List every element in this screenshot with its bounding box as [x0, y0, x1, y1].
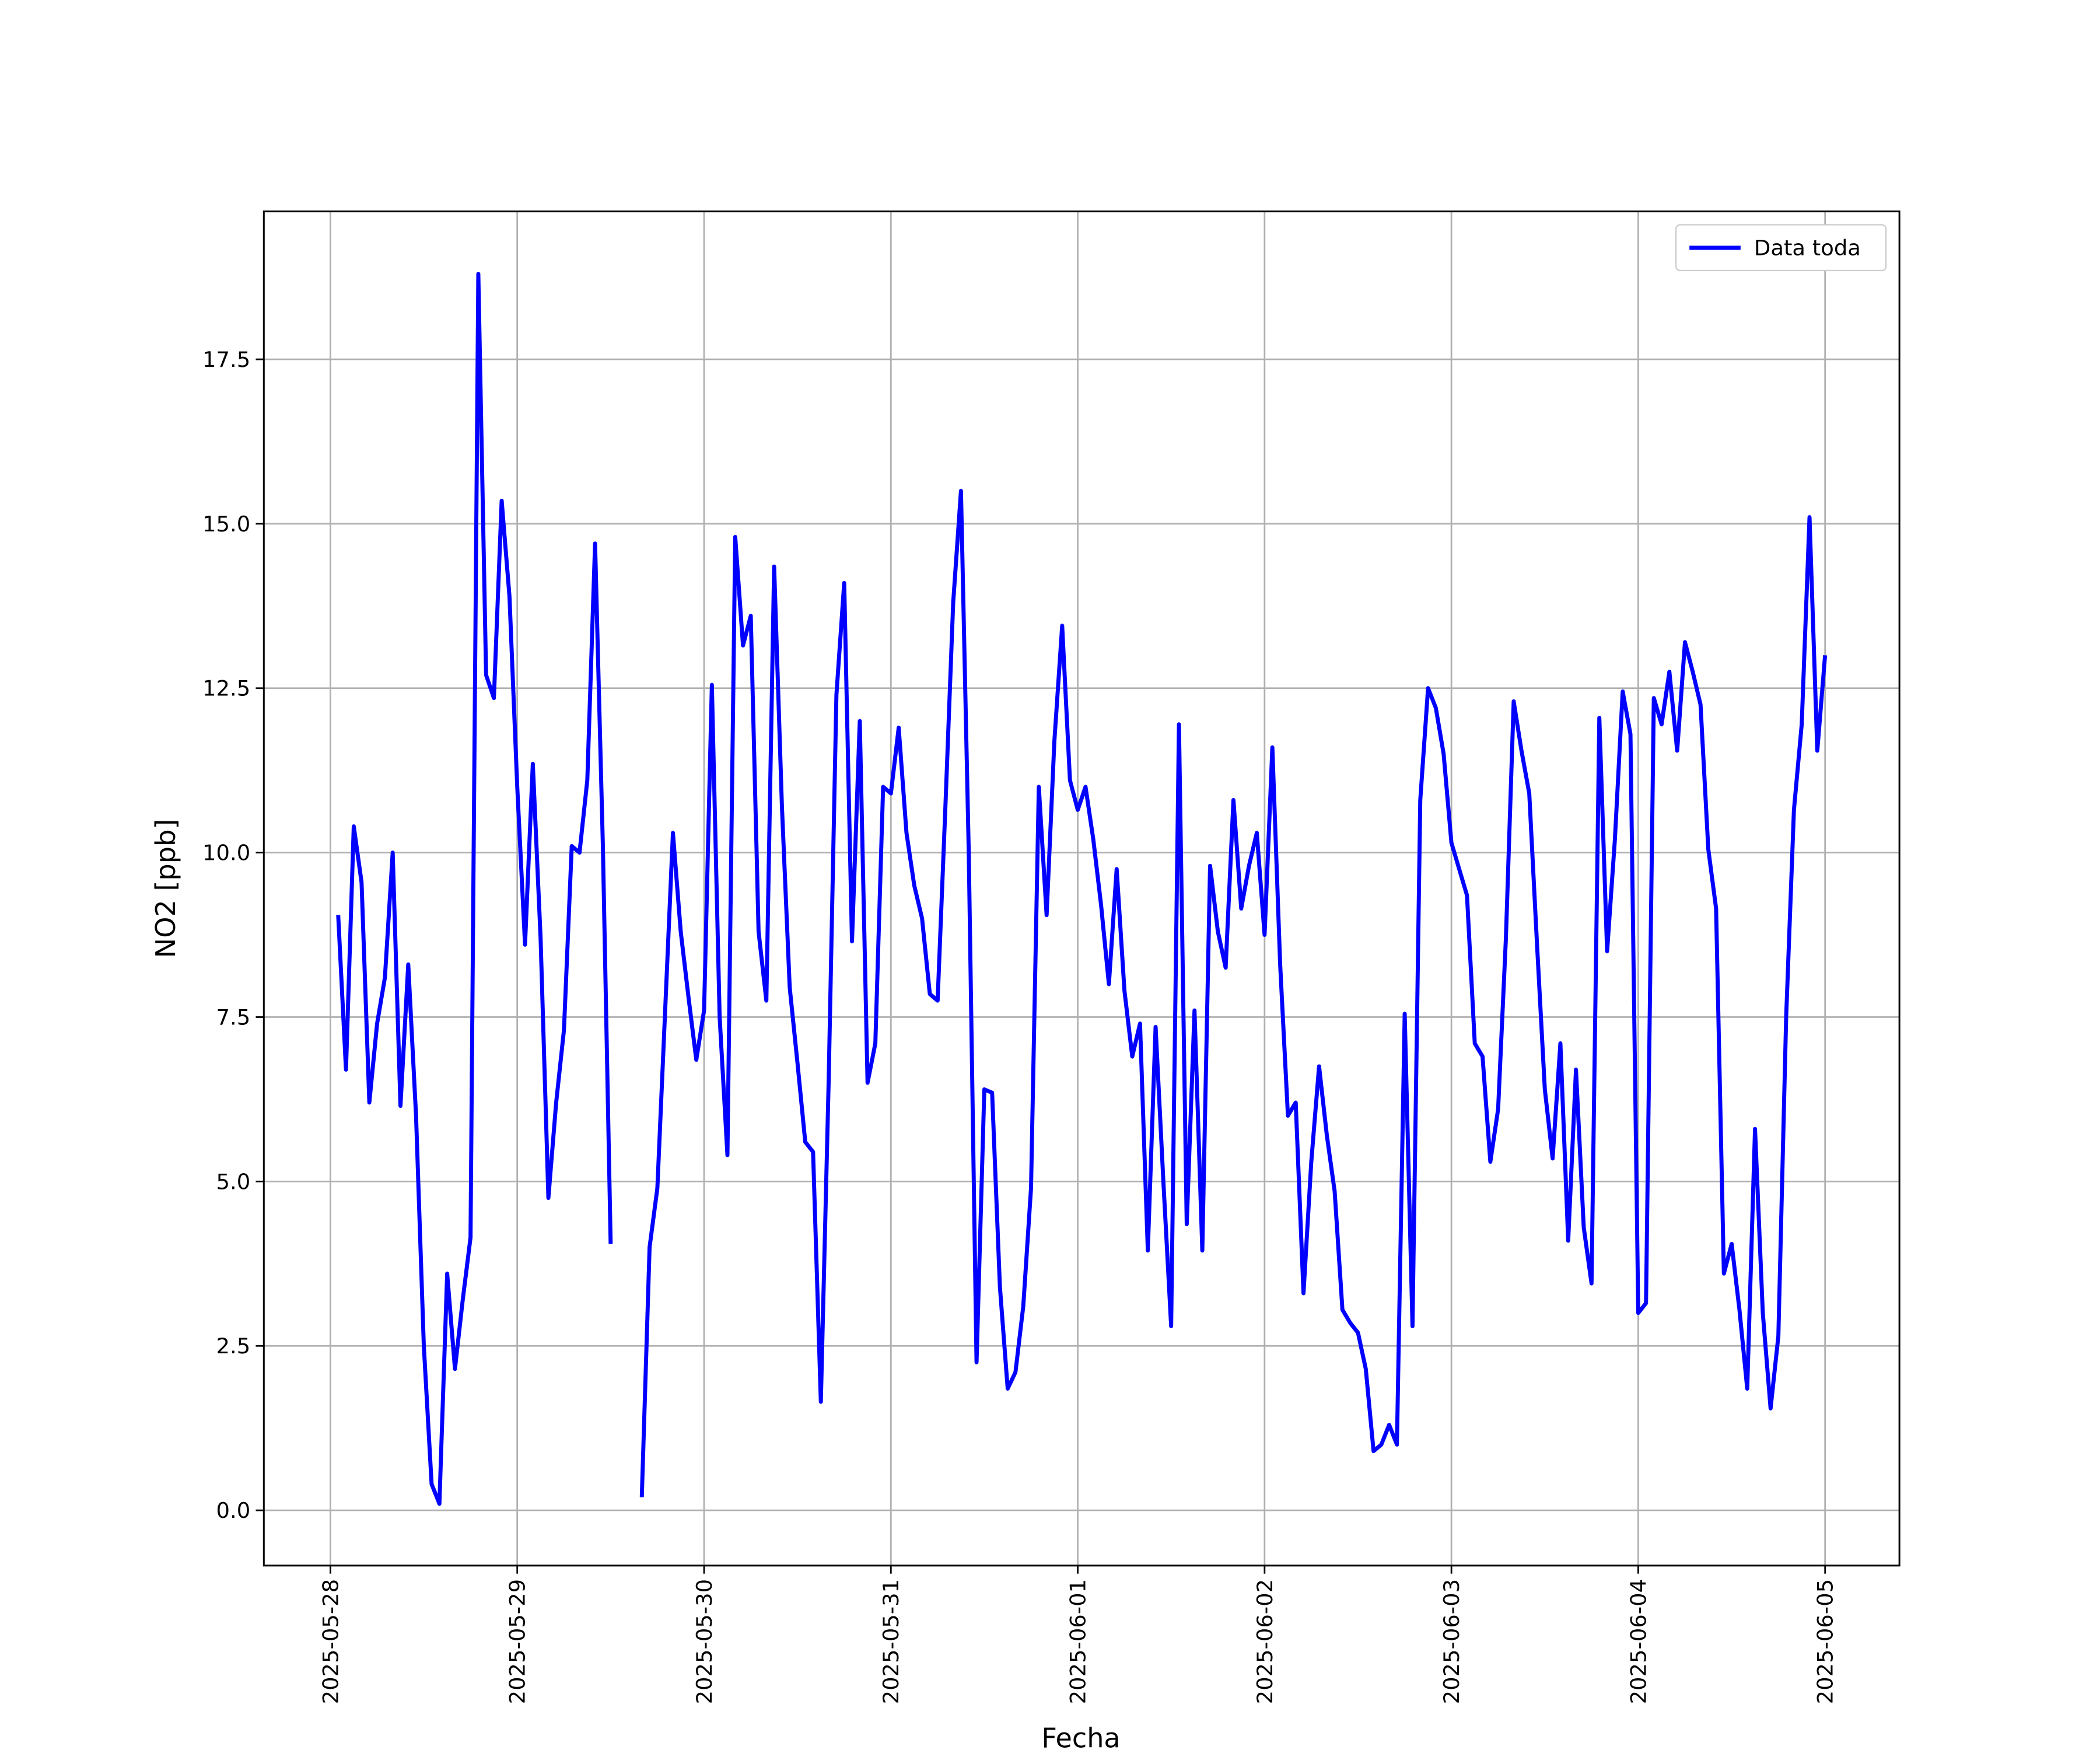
y-tick-label: 7.5 [216, 1005, 251, 1030]
legend-box [1675, 224, 1887, 271]
x-tick-label: 2025-06-04 [1626, 1579, 1651, 1704]
y-tick-label: 2.5 [216, 1334, 251, 1359]
x-tick-label: 2025-06-03 [1439, 1579, 1464, 1704]
legend: Data toda [1675, 224, 1887, 271]
y-tick-label: 17.5 [202, 347, 250, 372]
plot-frame [262, 210, 1901, 1567]
y-tick-label: 12.5 [202, 676, 250, 701]
x-tick-label: 2025-05-30 [692, 1579, 717, 1704]
x-axis-label: Fecha [1041, 1722, 1120, 1750]
x-tick-label: 2025-05-29 [505, 1579, 530, 1704]
data-line [336, 271, 1828, 1506]
x-tick-label: 2025-05-28 [318, 1579, 343, 1704]
x-tick-label: 2025-05-31 [878, 1579, 904, 1704]
x-tick-label: 2025-06-01 [1065, 1579, 1090, 1704]
y-axis-label: NO2 [ppb] [150, 819, 181, 958]
y-tick-label: 0.0 [216, 1498, 251, 1523]
x-tick-label: 2025-06-02 [1252, 1579, 1278, 1704]
y-tick-label: 15.0 [202, 512, 250, 537]
x-tick-label: 2025-06-05 [1813, 1579, 1838, 1704]
y-tick-label: 5.0 [216, 1169, 251, 1194]
legend-label: Data toda [1754, 236, 1861, 261]
y-tick-label: 10.0 [202, 841, 250, 866]
